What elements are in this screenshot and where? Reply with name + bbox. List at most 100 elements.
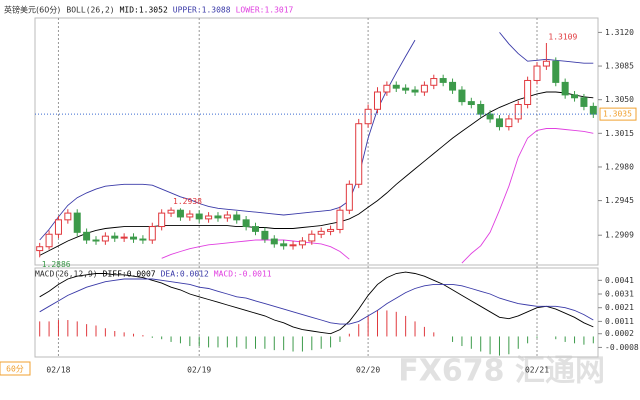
candle-body	[580, 97, 588, 107]
legend-item: MACD:-0.0011	[214, 270, 272, 279]
candle-body	[589, 105, 597, 115]
legend-item: MID:1.3052	[120, 6, 168, 15]
y-tick-label: 1.2909	[605, 231, 634, 240]
y-tick-label: 0.0031	[605, 290, 634, 299]
candle-body	[524, 79, 532, 105]
legend-item: BOLL(26,2)	[66, 6, 114, 15]
candle-body	[64, 212, 72, 221]
candle-body	[308, 233, 316, 242]
candle-body	[505, 118, 513, 128]
indicator-line	[39, 91, 594, 256]
candle-body	[45, 233, 53, 248]
legend-item: LOWER:1.3017	[236, 6, 294, 15]
x-tick-label: 02/21	[525, 366, 549, 375]
candle-body	[214, 215, 222, 219]
candle-body	[205, 215, 213, 220]
candle-body	[186, 213, 194, 218]
candle-body	[355, 123, 363, 185]
candle-body	[195, 213, 203, 220]
candle-body	[392, 84, 400, 89]
indicator-line	[39, 271, 594, 335]
candle-body	[261, 230, 269, 240]
candle-body	[158, 212, 166, 228]
candle-body	[467, 101, 475, 105]
candle-body	[252, 226, 260, 232]
candle-body	[270, 238, 278, 245]
y-tick-label: 1.2945	[605, 196, 634, 205]
y-tick-label: 0.0021	[605, 303, 634, 312]
candle-body	[130, 236, 138, 240]
indicator-line	[39, 278, 594, 325]
candle-body	[477, 103, 485, 115]
candle-body	[439, 78, 447, 83]
y-tick-label: 1.3050	[605, 95, 634, 104]
candle-body	[327, 228, 335, 232]
last-price-label: 1.3035	[603, 110, 632, 119]
candle-body	[411, 89, 419, 93]
y-tick-label: 0.0041	[605, 276, 634, 285]
candle-body	[430, 78, 438, 86]
candle-body	[533, 65, 541, 81]
candle-body	[449, 81, 457, 91]
macd-panel	[34, 267, 599, 358]
candle-body	[120, 236, 128, 239]
candle-body	[139, 238, 147, 241]
candle-body	[111, 235, 119, 239]
period-badge-box	[0, 361, 31, 376]
candle-body	[36, 246, 44, 252]
candle-body	[101, 235, 109, 242]
candle-body	[561, 81, 569, 96]
y-tick-label: 1.2980	[605, 162, 634, 171]
candle-body	[54, 219, 62, 235]
candle-body	[233, 214, 241, 221]
candle-body	[92, 239, 100, 242]
watermark: FX678 汇通网	[398, 354, 605, 389]
price-annotation: 1.2886	[42, 260, 71, 269]
candle-body	[458, 89, 466, 103]
price-annotation: 1.3109	[548, 32, 577, 41]
x-tick-label: 02/20	[356, 366, 380, 375]
x-tick-label: 02/18	[46, 366, 70, 375]
y-tick-label: 1.3015	[605, 129, 634, 138]
chart-title: 英镑美元(60分)	[4, 5, 60, 15]
candle-body	[383, 84, 391, 93]
candle-body	[402, 87, 410, 91]
y-tick-label: 1.3085	[605, 62, 634, 71]
candle-body	[83, 231, 91, 241]
candle-body	[336, 209, 344, 230]
candle-body	[176, 209, 184, 218]
candle-body	[571, 94, 579, 99]
candle-body	[542, 60, 550, 67]
candle-body	[223, 214, 231, 219]
candle-body	[514, 103, 522, 120]
candle-body	[280, 243, 288, 247]
candle-body	[298, 240, 306, 246]
y-tick-label: -0.0008	[605, 343, 639, 352]
candle-body	[148, 226, 156, 241]
last-price-box	[599, 107, 637, 121]
candle-body	[289, 244, 297, 247]
y-tick-label: 0.0011	[605, 317, 634, 326]
legend-item: DEA:0.0012	[161, 270, 209, 279]
candle-body	[495, 118, 503, 128]
candle-body	[317, 230, 325, 235]
indicator-line	[39, 32, 594, 241]
candle-body	[373, 91, 381, 110]
candle-body	[73, 212, 81, 233]
legend-item: MACD(26,12,9)	[35, 270, 98, 279]
candle-body	[552, 60, 560, 83]
candle-body	[420, 84, 428, 93]
legend-item: DIFF:0.0007	[103, 270, 156, 279]
candle-body	[345, 183, 353, 211]
indicator-line	[161, 128, 594, 264]
price-panel	[34, 17, 599, 266]
y-tick-label: 1.3120	[605, 28, 634, 37]
y-tick-label: 0.0002	[605, 329, 634, 338]
candle-body	[364, 108, 372, 125]
candle-body	[167, 209, 175, 214]
candle-body	[242, 219, 250, 228]
price-annotation: 1.2938	[173, 197, 202, 206]
candle-body	[486, 113, 494, 120]
x-tick-label: 02/19	[187, 366, 211, 375]
